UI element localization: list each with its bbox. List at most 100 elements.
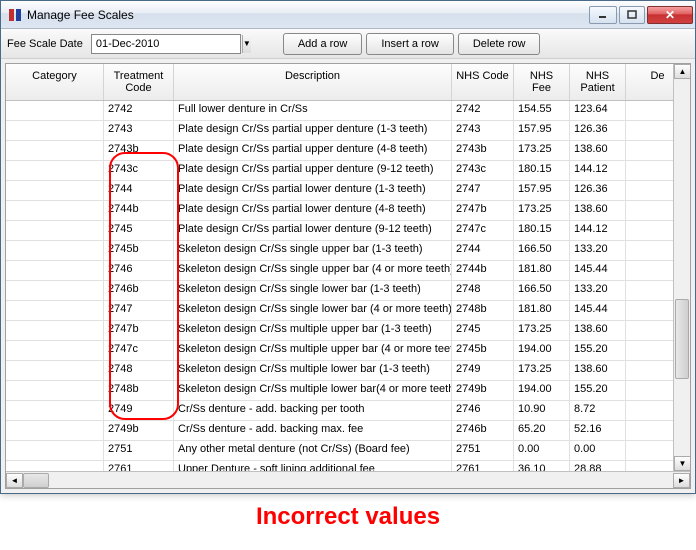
cell-nhs-fee[interactable]: 173.25	[514, 201, 570, 220]
fee-scale-date-input[interactable]	[92, 35, 242, 53]
cell-description[interactable]: Plate design Cr/Ss partial lower denture…	[174, 221, 452, 240]
cell-nhs-fee[interactable]: 0.00	[514, 441, 570, 460]
cell-category[interactable]	[6, 421, 104, 440]
cell-treatment-code[interactable]: 2761	[104, 461, 174, 471]
cell-description[interactable]: Cr/Ss denture - add. backing max. fee	[174, 421, 452, 440]
cell-treatment-code[interactable]: 2747	[104, 301, 174, 320]
cell-treatment-code[interactable]: 2745b	[104, 241, 174, 260]
insert-row-button[interactable]: Insert a row	[366, 33, 453, 55]
cell-description[interactable]: Skeleton design Cr/Ss multiple lower bar…	[174, 361, 452, 380]
cell-nhs-code[interactable]: 2748	[452, 281, 514, 300]
table-row[interactable]: 2744bPlate design Cr/Ss partial lower de…	[6, 201, 690, 221]
cell-category[interactable]	[6, 281, 104, 300]
cell-treatment-code[interactable]: 2743	[104, 121, 174, 140]
cell-nhs-patient[interactable]: 138.60	[570, 201, 626, 220]
cell-nhs-fee[interactable]: 173.25	[514, 141, 570, 160]
cell-category[interactable]	[6, 221, 104, 240]
cell-description[interactable]: Skeleton design Cr/Ss single lower bar (…	[174, 301, 452, 320]
cell-nhs-patient[interactable]: 144.12	[570, 161, 626, 180]
scroll-thumb[interactable]	[675, 299, 689, 379]
cell-category[interactable]	[6, 181, 104, 200]
table-row[interactable]: 2744Plate design Cr/Ss partial lower den…	[6, 181, 690, 201]
cell-nhs-fee[interactable]: 157.95	[514, 121, 570, 140]
cell-description[interactable]: Skeleton design Cr/Ss multiple upper bar…	[174, 341, 452, 360]
cell-category[interactable]	[6, 201, 104, 220]
cell-nhs-fee[interactable]: 65.20	[514, 421, 570, 440]
delete-row-button[interactable]: Delete row	[458, 33, 541, 55]
maximize-button[interactable]	[619, 6, 645, 24]
cell-treatment-code[interactable]: 2747b	[104, 321, 174, 340]
cell-category[interactable]	[6, 301, 104, 320]
chevron-down-icon[interactable]: ▼	[242, 35, 251, 53]
table-row[interactable]: 2746Skeleton design Cr/Ss single upper b…	[6, 261, 690, 281]
cell-nhs-fee[interactable]: 194.00	[514, 341, 570, 360]
cell-nhs-code[interactable]: 2749b	[452, 381, 514, 400]
cell-nhs-patient[interactable]: 138.60	[570, 141, 626, 160]
cell-nhs-patient[interactable]: 28.88	[570, 461, 626, 471]
col-nhs-patient[interactable]: NHS Patient	[570, 64, 626, 100]
cell-description[interactable]: Plate design Cr/Ss partial lower denture…	[174, 181, 452, 200]
col-description[interactable]: Description	[174, 64, 452, 100]
cell-nhs-patient[interactable]: 138.60	[570, 321, 626, 340]
cell-nhs-code[interactable]: 2744	[452, 241, 514, 260]
cell-treatment-code[interactable]: 2751	[104, 441, 174, 460]
cell-category[interactable]	[6, 261, 104, 280]
cell-description[interactable]: Skeleton design Cr/Ss multiple lower bar…	[174, 381, 452, 400]
cell-treatment-code[interactable]: 2747c	[104, 341, 174, 360]
cell-description[interactable]: Any other metal denture (not Cr/Ss) (Boa…	[174, 441, 452, 460]
table-row[interactable]: 2749bCr/Ss denture - add. backing max. f…	[6, 421, 690, 441]
scroll-right-button[interactable]: ►	[673, 473, 690, 488]
hscroll-thumb[interactable]	[23, 473, 49, 488]
table-row[interactable]: 2746bSkeleton design Cr/Ss single lower …	[6, 281, 690, 301]
cell-nhs-patient[interactable]: 126.36	[570, 121, 626, 140]
cell-description[interactable]: Skeleton design Cr/Ss single lower bar (…	[174, 281, 452, 300]
cell-treatment-code[interactable]: 2743b	[104, 141, 174, 160]
cell-nhs-patient[interactable]: 126.36	[570, 181, 626, 200]
table-row[interactable]: 2748Skeleton design Cr/Ss multiple lower…	[6, 361, 690, 381]
table-row[interactable]: 2747bSkeleton design Cr/Ss multiple uppe…	[6, 321, 690, 341]
cell-description[interactable]: Plate design Cr/Ss partial upper denture…	[174, 141, 452, 160]
table-row[interactable]: 2747cSkeleton design Cr/Ss multiple uppe…	[6, 341, 690, 361]
cell-nhs-code[interactable]: 2743b	[452, 141, 514, 160]
cell-nhs-code[interactable]: 2747c	[452, 221, 514, 240]
cell-treatment-code[interactable]: 2745	[104, 221, 174, 240]
cell-treatment-code[interactable]: 2748	[104, 361, 174, 380]
cell-nhs-code[interactable]: 2745b	[452, 341, 514, 360]
cell-nhs-code[interactable]: 2749	[452, 361, 514, 380]
col-treatment-code[interactable]: Treatment Code	[104, 64, 174, 100]
cell-nhs-patient[interactable]: 52.16	[570, 421, 626, 440]
table-row[interactable]: 2745Plate design Cr/Ss partial lower den…	[6, 221, 690, 241]
cell-nhs-patient[interactable]: 8.72	[570, 401, 626, 420]
cell-nhs-code[interactable]: 2761	[452, 461, 514, 471]
horizontal-scrollbar[interactable]: ◄ ►	[6, 471, 690, 488]
col-nhs-fee[interactable]: NHS Fee	[514, 64, 570, 100]
cell-nhs-fee[interactable]: 194.00	[514, 381, 570, 400]
cell-description[interactable]: Skeleton design Cr/Ss single upper bar (…	[174, 261, 452, 280]
table-row[interactable]: 2745bSkeleton design Cr/Ss single upper …	[6, 241, 690, 261]
cell-nhs-fee[interactable]: 166.50	[514, 241, 570, 260]
cell-category[interactable]	[6, 361, 104, 380]
cell-description[interactable]: Plate design Cr/Ss partial upper denture…	[174, 161, 452, 180]
cell-description[interactable]: Skeleton design Cr/Ss multiple upper bar…	[174, 321, 452, 340]
cell-treatment-code[interactable]: 2746	[104, 261, 174, 280]
cell-nhs-fee[interactable]: 36.10	[514, 461, 570, 471]
close-button[interactable]: ✕	[647, 6, 693, 24]
cell-nhs-patient[interactable]: 123.64	[570, 101, 626, 120]
cell-treatment-code[interactable]: 2744b	[104, 201, 174, 220]
cell-nhs-code[interactable]: 2744b	[452, 261, 514, 280]
cell-nhs-fee[interactable]: 10.90	[514, 401, 570, 420]
cell-nhs-fee[interactable]: 181.80	[514, 301, 570, 320]
scroll-down-button[interactable]: ▼	[674, 456, 691, 471]
col-nhs-code[interactable]: NHS Code	[452, 64, 514, 100]
cell-nhs-code[interactable]: 2742	[452, 101, 514, 120]
cell-category[interactable]	[6, 401, 104, 420]
cell-nhs-fee[interactable]: 181.80	[514, 261, 570, 280]
cell-treatment-code[interactable]: 2748b	[104, 381, 174, 400]
table-row[interactable]: 2743bPlate design Cr/Ss partial upper de…	[6, 141, 690, 161]
cell-category[interactable]	[6, 161, 104, 180]
cell-nhs-code[interactable]: 2743	[452, 121, 514, 140]
cell-nhs-fee[interactable]: 180.15	[514, 221, 570, 240]
cell-treatment-code[interactable]: 2742	[104, 101, 174, 120]
cell-description[interactable]: Plate design Cr/Ss partial lower denture…	[174, 201, 452, 220]
cell-nhs-code[interactable]: 2746b	[452, 421, 514, 440]
